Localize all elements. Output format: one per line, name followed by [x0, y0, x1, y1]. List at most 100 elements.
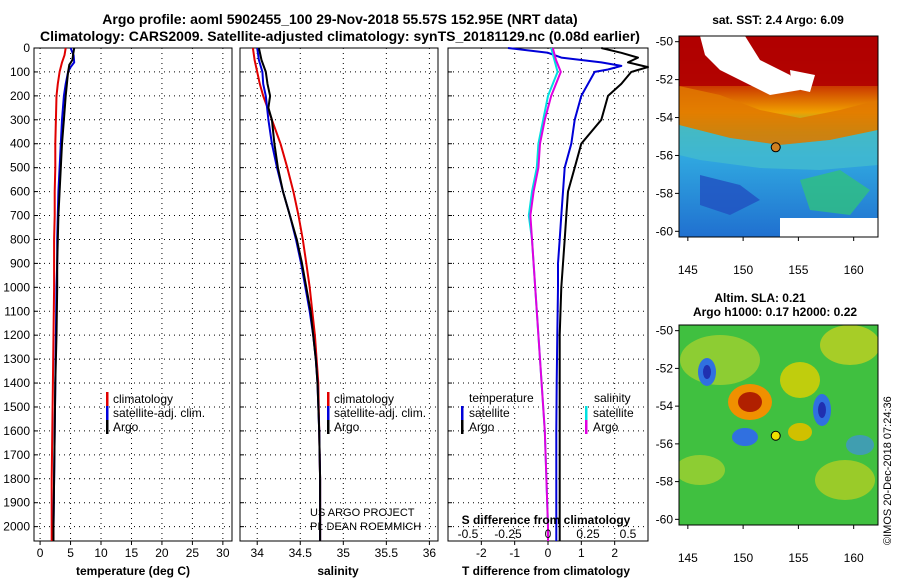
map-x-tick-label: 160: [844, 551, 864, 565]
series-salinity-satellite: [527, 47, 559, 541]
legend-t-argo-swatch: [461, 420, 464, 434]
salinity-x-label: salinity: [317, 564, 359, 578]
legend-argo: Argo: [113, 420, 139, 434]
temperature-grid: [34, 47, 232, 541]
salinity-panel: 34 34.5 35 35.5 36 salinity climatology sate…: [239, 47, 439, 578]
sla-low: [846, 435, 874, 455]
depth-tick-label: 2000: [3, 520, 30, 534]
x-tick-label: 5: [67, 546, 74, 560]
s-tick-label: 0.25: [576, 527, 600, 541]
sla-y-ticks: -50 -52 -54 -56 -58 -60: [656, 324, 679, 526]
series-temperature-satellite: [507, 47, 623, 541]
map-y-tick-label: -52: [656, 73, 674, 87]
temperature-panel: 0 5 10 15 20 25 30 0 100 200 300 400 500 600 700 800 90…: [3, 41, 233, 578]
x-tick-label: 36: [423, 546, 437, 560]
depth-tick-label: 900: [10, 256, 30, 270]
sla-title-2: Argo h1000: 0.17 h2000: 0.22: [693, 305, 857, 319]
sst-missing-data: [780, 218, 878, 237]
sla-map: Altim. SLA: 0.21 Argo h1000: 0.17 h2000:…: [656, 291, 879, 565]
depth-tick-label: 1900: [3, 496, 30, 510]
temperature-legend: climatology satellite-adj. clim. Argo: [106, 392, 205, 434]
sla-frame: [678, 324, 879, 526]
depth-tick-label: 1600: [3, 424, 30, 438]
sla-argo-marker: [770, 430, 781, 441]
sla-low: [732, 428, 758, 446]
legend-t-argo: Argo: [469, 420, 495, 434]
difference-legend-salinity: salinity satellite Argo: [585, 391, 634, 434]
difference-salinity-ticks: -0.5 -0.25 0 0.25 0.5: [458, 527, 637, 541]
map-y-tick-label: -60: [656, 224, 674, 238]
temperature-x-ticks: 0 5 10 15 20 25 30: [37, 541, 230, 560]
difference-x-ticks: -2 -1 0 1 2: [476, 541, 618, 560]
series-argo: [52, 47, 76, 541]
title-line-1: Argo profile: aoml 5902455_100 29-Nov-20…: [102, 11, 577, 27]
legend-t-satellite-swatch: [461, 406, 464, 420]
map-y-tick-label: -54: [656, 399, 674, 413]
s-tick-label: -0.25: [494, 527, 522, 541]
x-tick-label: 35: [337, 546, 351, 560]
legend-s-argo-swatch: [585, 420, 588, 434]
difference-grid: [448, 47, 648, 541]
map-x-tick-label: 145: [678, 551, 698, 565]
map-y-tick-label: -50: [656, 35, 674, 49]
title-line-2: Climatology: CARS2009. Satellite-adjuste…: [40, 28, 640, 44]
depth-tick-label: 800: [10, 232, 30, 246]
sla-low-core: [818, 402, 826, 418]
legend-argo-swatch: [327, 420, 330, 434]
salinity-legend: climatology satellite-adj. clim. Argo: [327, 392, 426, 434]
map-y-tick-label: -58: [656, 475, 674, 489]
depth-tick-label: 400: [10, 137, 30, 151]
map-y-tick-label: -60: [656, 512, 674, 526]
map-x-tick-label: 145: [678, 263, 698, 277]
map-y-tick-label: -50: [656, 324, 674, 338]
salinity-lines: [251, 47, 322, 541]
legend-salinity-title: salinity: [594, 391, 631, 405]
map-y-tick-label: -58: [656, 186, 674, 200]
sst-argo-marker: [770, 142, 781, 153]
sst-image: [679, 36, 878, 237]
legend-climatology: climatology: [334, 392, 394, 406]
difference-t-label: T difference from climatology: [462, 564, 630, 578]
depth-tick-label: 0: [23, 41, 30, 55]
difference-panel-frame: [447, 47, 649, 542]
sst-front: [679, 86, 878, 145]
series-salinity-argo: [529, 47, 562, 541]
legend-satellite: satellite-adj. clim.: [113, 406, 205, 420]
legend-temperature-title: temperature: [469, 391, 534, 405]
sla-image: [679, 325, 878, 525]
legend-t-satellite: satellite: [469, 406, 510, 420]
depth-tick-label: 300: [10, 113, 30, 127]
temperature-lines: [50, 47, 76, 541]
temperature-x-label: temperature (deg C): [76, 564, 190, 578]
legend-satellite-swatch: [106, 406, 109, 420]
sst-cloud-mask: [700, 36, 800, 95]
sla-title-1: Altim. SLA: 0.21: [714, 291, 806, 305]
depth-axis: 0 100 200 300 400 500 600 700 800 900 1000 1100 1200…: [3, 41, 30, 534]
s-tick-label: 0.5: [620, 527, 637, 541]
sst-x-ticks: 145 150 155 160: [678, 237, 864, 277]
x-tick-label: 0: [37, 546, 44, 560]
x-tick-label: -1: [509, 546, 520, 560]
credit-pi: PI: DEAN ROEMMICH: [310, 521, 421, 533]
map-x-tick-label: 150: [733, 551, 753, 565]
map-y-tick-label: -52: [656, 361, 674, 375]
sst-cold-patch: [700, 175, 760, 215]
sla-low-core: [703, 365, 711, 379]
sla-blob: [788, 423, 812, 441]
depth-tick-label: 1800: [3, 472, 30, 486]
map-x-tick-label: 160: [844, 263, 864, 277]
legend-satellite: satellite-adj. clim.: [334, 406, 426, 420]
depth-tick-label: 1100: [4, 304, 30, 318]
depth-tick-label: 1000: [3, 280, 30, 294]
legend-climatology: climatology: [113, 392, 173, 406]
series-climatology: [251, 47, 322, 541]
salinity-x-ticks: 34 34.5 35 35.5 36: [251, 541, 437, 560]
series-temperature-argo: [558, 47, 649, 541]
legend-climatology-swatch: [327, 392, 330, 406]
salinity-grid: [240, 47, 438, 541]
legend-climatology-swatch: [106, 392, 109, 406]
depth-tick-label: 1500: [3, 400, 30, 414]
x-tick-label: 20: [155, 546, 169, 560]
depth-tick-label: 1700: [3, 448, 30, 462]
sla-high-core: [738, 392, 762, 412]
